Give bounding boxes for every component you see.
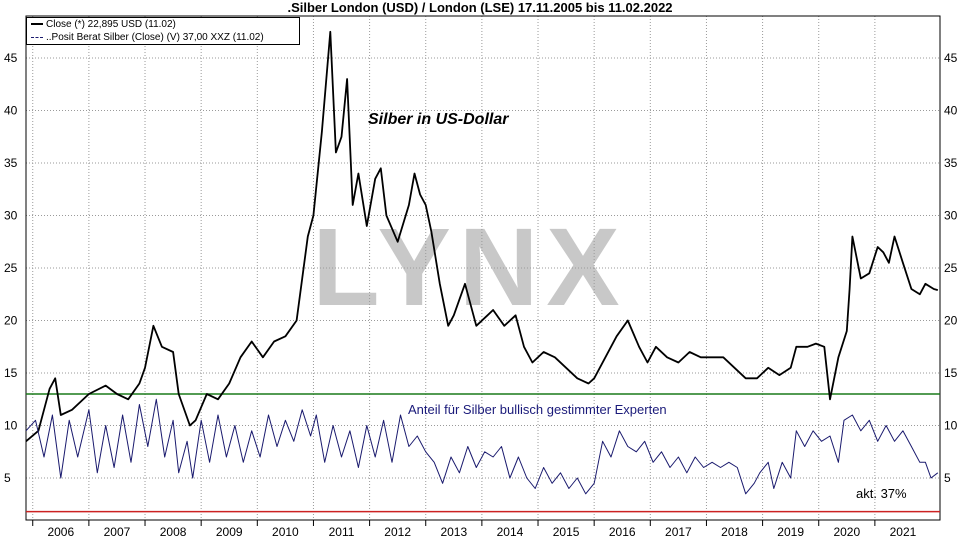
y-tick-label-left: 40 — [4, 104, 18, 118]
x-tick-label: 2012 — [384, 525, 411, 539]
watermark: LYNX — [312, 206, 627, 329]
y-tick-label-right: 15 — [944, 366, 958, 380]
y-tick-label-left: 10 — [4, 419, 18, 433]
y-tick-label-right: 40 — [944, 104, 958, 118]
legend-label-sentiment: ..Posit Berat Silber (Close) (V) 37,00 X… — [46, 32, 264, 43]
x-tick-label: 2007 — [104, 525, 131, 539]
y-tick-label-left: 45 — [4, 51, 18, 65]
legend-label-close: Close (*) 22,895 USD (11.02) — [46, 19, 176, 30]
y-tick-label-left: 15 — [4, 366, 18, 380]
y-tick-label-right: 10 — [944, 419, 958, 433]
y-tick-label-right: 45 — [944, 51, 958, 65]
y-tick-label-left: 5 — [4, 471, 11, 485]
legend-item-close: Close (*) 22,895 USD (11.02) — [27, 18, 299, 31]
y-tick-label-left: 30 — [4, 209, 18, 223]
y-tick-label-right: 5 — [944, 471, 951, 485]
x-tick-label: 2018 — [721, 525, 748, 539]
annotation-anteil: Anteil für Silber bullisch gestimmter Ex… — [408, 402, 667, 417]
y-tick-label-left: 35 — [4, 156, 18, 170]
x-tick-label: 2013 — [440, 525, 467, 539]
y-tick-label-left: 20 — [4, 314, 18, 328]
plot-frame — [25, 15, 941, 521]
chart-title: .Silber London (USD) / London (LSE) 17.1… — [287, 0, 673, 15]
series-line-close — [25, 30, 939, 442]
y-tick-label-right: 20 — [944, 314, 958, 328]
x-tick-label: 2019 — [777, 525, 804, 539]
x-tick-label: 2010 — [272, 525, 299, 539]
annotation-akt: akt. 37% — [856, 486, 907, 501]
x-tick-label: 2009 — [216, 525, 243, 539]
x-tick-label: 2020 — [833, 525, 860, 539]
y-tick-label-right: 35 — [944, 156, 958, 170]
y-tick-label-right: 25 — [944, 261, 958, 275]
x-tick-label: 2011 — [329, 525, 355, 539]
y-tick-label-left: 25 — [4, 261, 18, 275]
legend-swatch-close — [31, 23, 43, 26]
legend: Close (*) 22,895 USD (11.02) ..Posit Ber… — [26, 17, 300, 45]
x-tick-label: 2017 — [665, 525, 692, 539]
annotation-silber: Silber in US-Dollar — [368, 111, 509, 128]
x-tick-label: 2016 — [609, 525, 636, 539]
x-tick-label: 2014 — [497, 525, 524, 539]
series-line-sentiment — [25, 398, 939, 495]
x-tick-label: 2021 — [890, 525, 917, 539]
legend-item-sentiment: ..Posit Berat Silber (Close) (V) 37,00 X… — [27, 31, 299, 44]
x-tick-label: 2008 — [160, 525, 187, 539]
x-tick-label: 2006 — [47, 525, 74, 539]
x-tick-label: 2015 — [553, 525, 580, 539]
y-tick-label-right: 30 — [944, 209, 958, 223]
legend-swatch-sentiment — [31, 36, 43, 38]
